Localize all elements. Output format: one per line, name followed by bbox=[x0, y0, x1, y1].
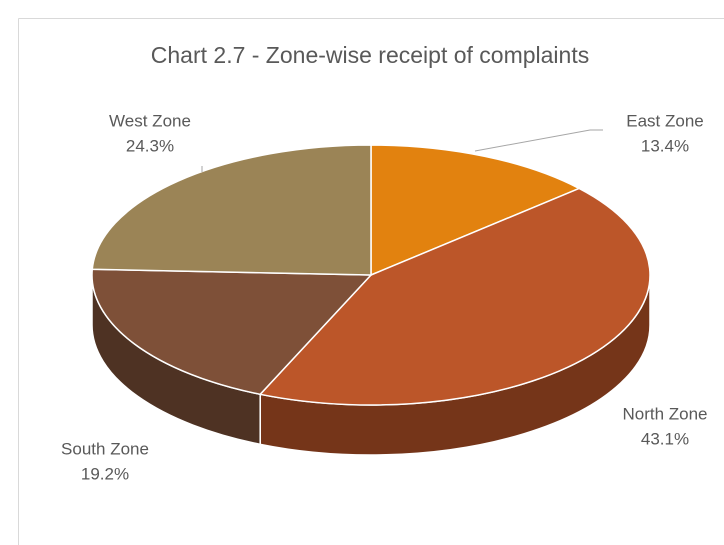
pie-slice bbox=[370, 144, 581, 277]
slice-label: West Zone bbox=[109, 111, 191, 130]
slice-value-label: 19.2% bbox=[81, 464, 129, 483]
pie-slice bbox=[91, 268, 373, 396]
pie-slice bbox=[91, 144, 372, 276]
slice-value-label: 13.4% bbox=[641, 136, 689, 155]
pie-slice bbox=[258, 187, 651, 406]
slice-label: South Zone bbox=[61, 439, 149, 458]
slice-value-label: 43.1% bbox=[641, 429, 689, 448]
slice-label: North Zone bbox=[622, 404, 707, 423]
chart-title: Chart 2.7 - Zone-wise receipt of complai… bbox=[151, 42, 589, 68]
slice-value-label: 24.3% bbox=[126, 136, 174, 155]
leader-line bbox=[474, 129, 603, 152]
slice-label: East Zone bbox=[626, 111, 704, 130]
